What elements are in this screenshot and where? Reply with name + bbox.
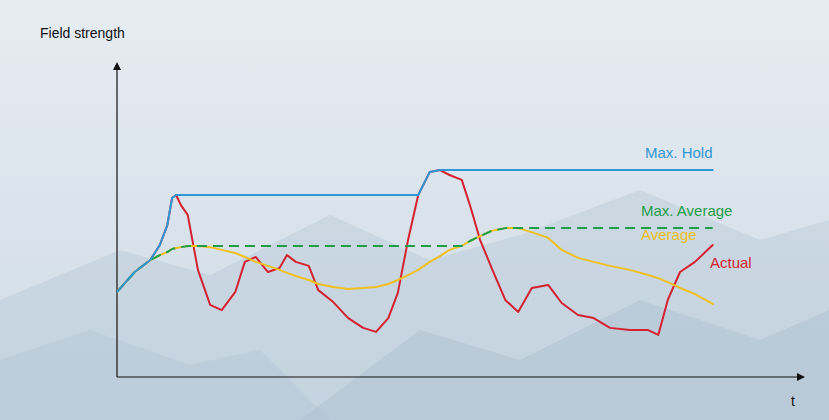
series-line <box>117 170 713 335</box>
series-label: Max. Hold <box>645 144 713 161</box>
series-label: Max. Average <box>641 202 732 219</box>
series-label: Average <box>641 226 697 243</box>
mountain <box>0 190 829 420</box>
series-line <box>117 170 713 292</box>
mountain <box>300 300 829 420</box>
x-axis-title: t <box>791 393 795 409</box>
x-axis-arrow <box>797 373 805 381</box>
series-line <box>117 228 713 292</box>
series-line <box>117 228 713 304</box>
y-axis-title: Field strength <box>40 25 125 41</box>
series-label: Actual <box>710 254 752 271</box>
chart: Field strength t Actual Average Max. Average… <box>0 0 829 420</box>
y-axis-arrow <box>113 62 121 70</box>
x-axis <box>117 376 797 377</box>
background <box>0 0 829 420</box>
plot-area <box>117 170 713 335</box>
y-axis <box>116 70 117 377</box>
mountain <box>0 330 330 420</box>
